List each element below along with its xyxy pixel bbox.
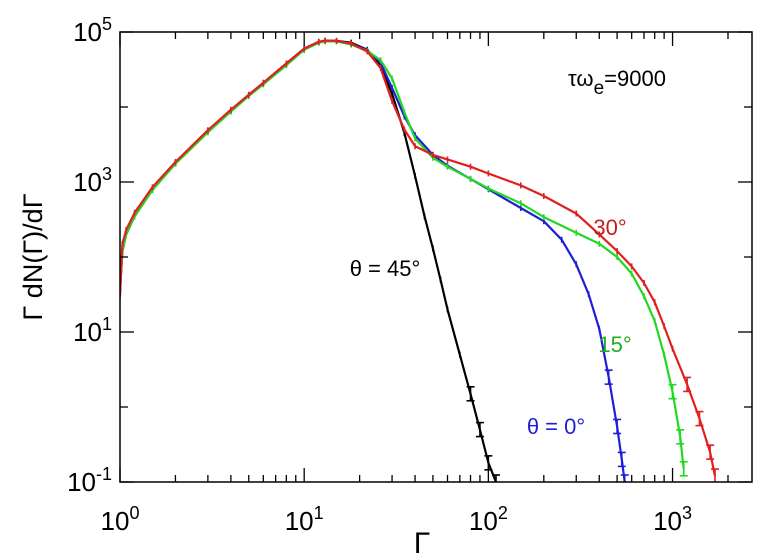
x-tick-label-exp: 1 — [314, 503, 324, 523]
y-axis-label: Γ dN(Γ)/dΓ — [18, 193, 48, 320]
y-tick-label-base: 10 — [73, 167, 102, 197]
curve-label-30deg: 30° — [593, 215, 626, 240]
x-tick-label-base: 10 — [285, 506, 314, 536]
tau-omega-symbol: τω — [568, 66, 594, 91]
x-axis-label: Γ — [414, 527, 431, 560]
x-tick-label-base: 10 — [469, 506, 498, 536]
curve-label-theta-45deg: θ = 45° — [350, 256, 421, 281]
series-30deg — [120, 37, 719, 482]
x-tick-label: 103 — [653, 503, 692, 536]
series-layer — [120, 37, 719, 482]
y-tick-label-exp: 3 — [102, 164, 112, 184]
x-tick-label: 102 — [469, 503, 508, 536]
x-tick-label-exp: 0 — [129, 503, 139, 523]
x-tick-label-exp: 3 — [682, 503, 692, 523]
y-tick-label: 10-1 — [67, 464, 112, 497]
y-tick-label-exp: -1 — [96, 464, 112, 484]
series-line-theta-45deg — [120, 39, 498, 482]
y-tick-label: 101 — [73, 314, 112, 347]
x-tick-label-base: 10 — [653, 506, 682, 536]
x-tick-label-base: 10 — [101, 506, 130, 536]
y-tick-label-exp: 1 — [102, 314, 112, 334]
x-tick-label-exp: 2 — [498, 503, 508, 523]
tau-omega-value: =9000 — [604, 66, 666, 91]
y-tick-label-base: 10 — [73, 317, 102, 347]
tau-omega-subscript: e — [594, 78, 605, 99]
curve-label-theta-0deg: θ = 0° — [527, 414, 585, 439]
y-tick-label-base: 10 — [73, 17, 102, 47]
tau-omega-annotation: τωe=9000 — [568, 66, 666, 99]
y-tick-label-exp: 5 — [102, 14, 112, 34]
y-tick-label-base: 10 — [67, 467, 96, 497]
y-tick-label: 103 — [73, 164, 112, 197]
y-tick-label: 105 — [73, 14, 112, 47]
series-theta-45deg — [120, 37, 500, 482]
tick-layer — [119, 31, 752, 483]
x-tick-label: 101 — [285, 503, 324, 536]
curve-label-15deg: 15° — [598, 332, 631, 357]
x-tick-label: 100 — [101, 503, 140, 536]
